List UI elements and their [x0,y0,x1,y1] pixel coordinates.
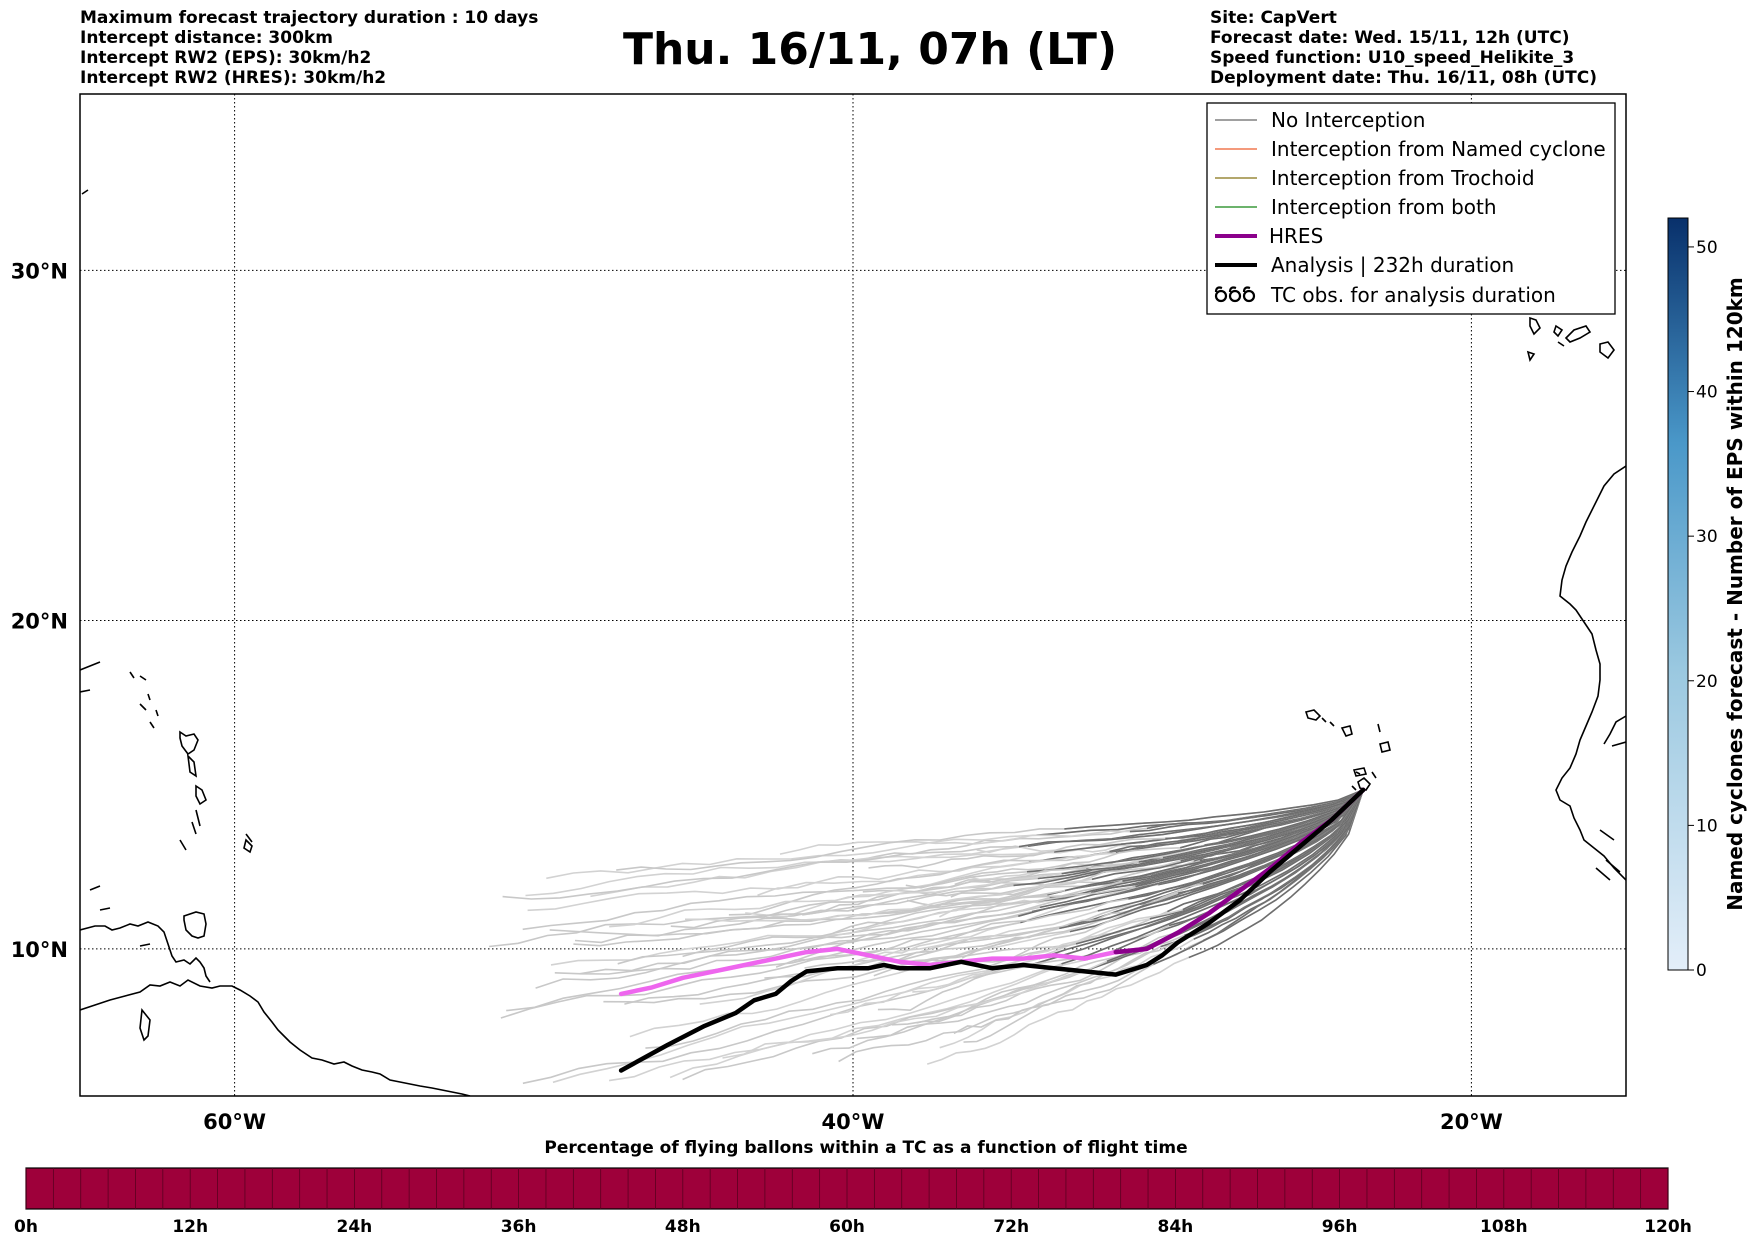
coastline-south-america [80,979,471,1096]
header-right-line: Site: CapVert [1210,8,1337,28]
header-left-info: Maximum forecast trajectory duration : 1… [80,8,538,88]
coastline-cape-verde [1304,709,1391,791]
eps-trajectory-early [1086,789,1364,870]
legend-item-analysis: Analysis | 232h duration [1215,253,1514,277]
legend-box [1206,102,1616,315]
tc-percentage-bar: Percentage of flying ballons within a TC… [14,1138,1692,1237]
coastline-barbados [243,838,253,854]
legend-label: No Interception [1271,108,1425,132]
legend-item-hres: HRES [1215,224,1323,248]
eps-trajectories [489,789,1364,1085]
eps-trajectory-early [1061,789,1364,965]
coastline-africa-detail [1595,715,1626,881]
bottom-bar-tick-label: 72h [993,1217,1029,1237]
eps-trajectory-early [1097,789,1364,912]
legend-label: Analysis | 232h duration [1271,253,1514,277]
bottom-bar-ticks: 0h 12h 24h 36h 48h 60h 72h 84h 96h 108h 120h [14,1217,1692,1237]
header-right-line: Deployment date: Thu. 16/11, 08h (UTC) [1210,68,1597,88]
legend-label: Interception from Trochoid [1271,166,1535,190]
bottom-bar-title: Percentage of flying ballons within a TC… [544,1138,1187,1158]
legend-item-both: Interception from both [1215,195,1497,219]
latitude-labels: 30°N 20°N 10°N [11,259,68,962]
legend-item-tc-obs: TC obs. for analysis duration [1214,283,1556,307]
longitude-labels: 60°W 40°W 20°W [203,1110,1503,1134]
legend-label: Interception from both [1271,195,1497,219]
coastline-africa [1555,465,1626,881]
colorbar-tick-label: 40 [1696,383,1718,403]
header-left-line: Intercept distance: 300km [80,28,333,48]
colorbar-tick-label: 50 [1696,238,1718,258]
bottom-bar-tick-label: 12h [172,1217,208,1237]
eps-trajectory-early [1165,789,1364,840]
bottom-bar-tick-label: 96h [1322,1217,1358,1237]
eps-trajectory-early [1018,789,1364,848]
legend-label: TC obs. for analysis duration [1270,283,1556,307]
coastline-trinidad [183,911,207,939]
header-left-line: Intercept RW2 (HRES): 30km/h2 [80,68,387,88]
eps-trajectory-early [1091,789,1364,881]
colorbar-tick-label: 20 [1696,672,1718,692]
eps-trajectory-early [1064,789,1364,892]
analysis-track [618,787,1366,1073]
bottom-bar-tick-label: 24h [337,1217,373,1237]
legend-item-no-interception: No Interception [1215,108,1425,132]
colorbar-named-cyclones: 0 10 20 30 40 50 Named cyclones forecast - Nu… [1667,217,1747,981]
colorbar-tick-label: 0 [1696,961,1707,981]
map-area[interactable] [79,93,1627,1097]
bottom-bar-minor-ticks [25,1168,1669,1209]
forecast-series [618,787,1366,1073]
bottom-bar-tick-label: 0h [14,1217,38,1237]
legend: No Interception Interception from Named … [1206,102,1616,315]
coastline-canary-islands [1526,316,1615,362]
eps-trajectory-early [1064,789,1364,830]
colorbar-tick-label: 10 [1696,816,1718,836]
eps-trajectory-early [1059,789,1364,930]
eps-trajectory-early [1193,789,1364,940]
eps-trajectory-early [1199,789,1364,932]
lat-tick-label: 10°N [11,938,68,962]
legend-label: Interception from Named cyclone [1271,137,1606,161]
legend-item-named-cyclone: Interception from Named cyclone [1215,137,1606,161]
colorbar-label: Named cyclones forecast - Number of EPS … [1723,277,1747,911]
header-left-line: Maximum forecast trajectory duration : 1… [80,8,539,28]
bottom-bar-tick-label: 48h [665,1217,701,1237]
header-right-line: Forecast date: Wed. 15/11, 12h (UTC) [1210,28,1570,48]
lon-tick-label: 60°W [203,1110,266,1134]
bottom-bar-tick-label: 60h [829,1217,865,1237]
bottom-bar-tick-label: 108h [1480,1217,1528,1237]
legend-label: HRES [1269,224,1323,248]
lon-tick-label: 40°W [822,1110,885,1134]
map-frame [79,93,1627,1097]
eps-trajectory-early [1188,789,1364,959]
header-left-line: Intercept RW2 (EPS): 30km/h2 [80,48,372,68]
eps-trajectory-early [1153,789,1364,965]
bottom-bar-tick-label: 84h [1158,1217,1194,1237]
colorbar-tick-label: 30 [1696,527,1718,547]
coastline-venezuela [80,921,211,983]
lon-tick-label: 20°W [1440,1110,1503,1134]
header-right-line: Speed function: U10_speed_Helikite_3 [1210,48,1575,68]
coastlines [80,189,1626,1096]
eps-trajectory-early [1038,789,1364,960]
lat-tick-label: 30°N [11,259,68,283]
cyclone-symbol-icon [1214,286,1256,303]
coastline-lesser-antilles [80,661,253,1042]
bottom-bar-tick-label: 120h [1644,1217,1692,1237]
bottom-bar-tick-label: 36h [501,1217,537,1237]
coastline-bermuda [81,189,89,195]
lat-tick-label: 20°N [11,609,68,633]
header-right-info: Site: CapVert Forecast date: Wed. 15/11,… [1210,8,1597,88]
colorbar-gradient [1667,217,1689,971]
eps-trajectory-early [1061,789,1364,875]
eps-trajectory-early [1036,789,1364,836]
legend-item-trochoid: Interception from Trochoid [1215,166,1535,190]
eps-trajectory-early [1026,789,1364,873]
page-title: Thu. 16/11, 07h (LT) [622,24,1118,75]
colorbar-ticks: 0 10 20 30 40 50 [1688,238,1718,981]
eps-trajectory-early [1179,789,1364,849]
